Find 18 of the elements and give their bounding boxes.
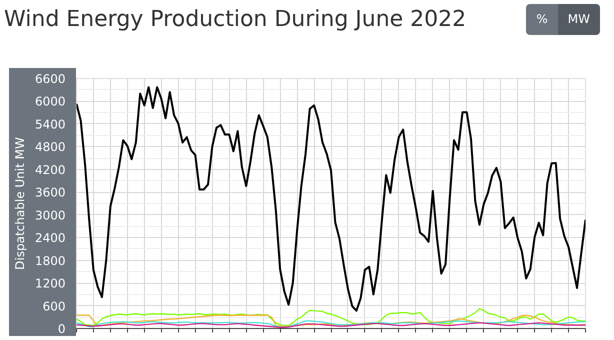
line-series (76, 308, 586, 326)
y-tick-label: 2400 (34, 231, 66, 246)
y-tick-label: 600 (42, 299, 66, 314)
y-tick-label: 1200 (34, 276, 66, 291)
chart-title: Wind Energy Production During June 2022 (4, 6, 466, 34)
y-tick-label: 6000 (34, 94, 66, 109)
text: MW (558, 4, 600, 36)
y-axis-title: Dispatchable Unit MW (12, 137, 27, 270)
y-tick-label: 0 (58, 322, 66, 336)
y-tick-label: 3000 (34, 208, 66, 222)
y-tick-label: 4200 (34, 162, 66, 177)
line-series (76, 86, 586, 312)
y-tick-label: 1800 (34, 254, 66, 268)
y-tick-label: 6600 (34, 72, 66, 86)
y-tick-label: 3600 (34, 186, 66, 200)
y-tick-label: 5400 (34, 117, 66, 132)
text: % (526, 4, 558, 36)
y-tick-label: 4800 (34, 140, 66, 154)
